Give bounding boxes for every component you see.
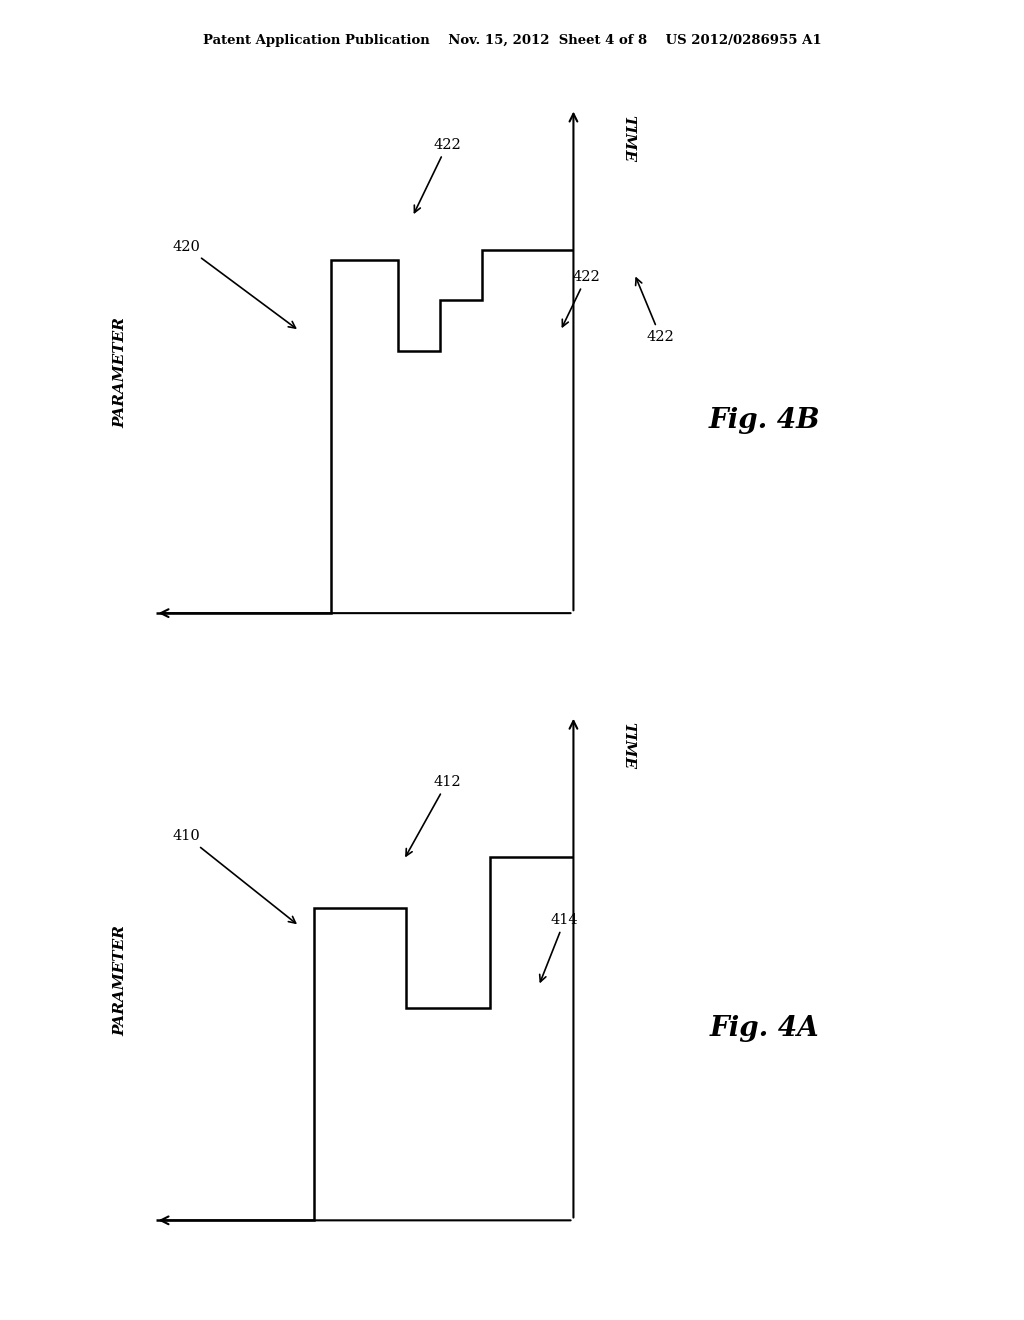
Text: Patent Application Publication    Nov. 15, 2012  Sheet 4 of 8    US 2012/0286955: Patent Application Publication Nov. 15, … [203, 34, 821, 48]
Text: 414: 414 [540, 913, 579, 982]
Text: 422: 422 [636, 279, 675, 345]
Text: 420: 420 [172, 240, 296, 329]
Text: Fig. 4B: Fig. 4B [709, 408, 821, 434]
Text: TIME: TIME [622, 115, 635, 161]
Text: 422: 422 [562, 269, 600, 326]
Text: 410: 410 [172, 829, 296, 923]
Text: PARAMETER: PARAMETER [114, 318, 128, 428]
Text: Fig. 4A: Fig. 4A [710, 1015, 820, 1041]
Text: 412: 412 [406, 775, 461, 855]
Text: 422: 422 [415, 137, 461, 213]
Text: TIME: TIME [622, 722, 635, 768]
Text: PARAMETER: PARAMETER [114, 925, 128, 1035]
